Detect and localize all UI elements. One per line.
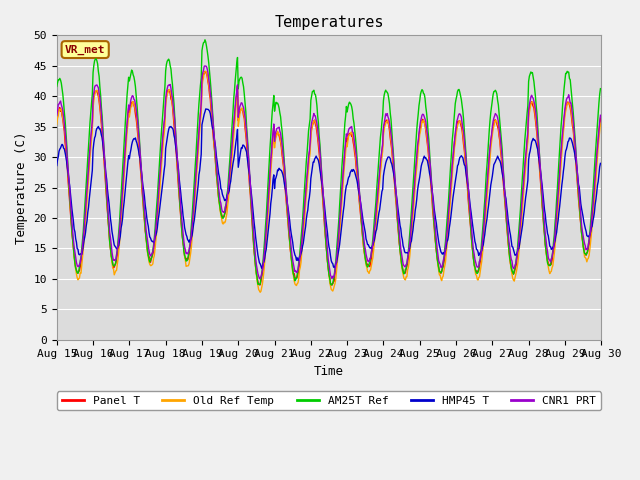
- CNR1 PRT: [201, 63, 209, 69]
- Title: Temperatures: Temperatures: [275, 15, 384, 30]
- HMP45 T: [396, 223, 404, 228]
- AM25T Ref: [119, 168, 127, 174]
- Panel T: [396, 247, 404, 252]
- AM25T Ref: [53, 84, 61, 89]
- Old Ref Temp: [204, 72, 211, 78]
- HMP45 T: [174, 161, 182, 167]
- Panel T: [204, 73, 211, 79]
- HMP45 T: [63, 158, 70, 164]
- Old Ref Temp: [412, 173, 420, 179]
- AM25T Ref: [328, 282, 335, 288]
- CNR1 PRT: [204, 66, 211, 72]
- HMP45 T: [412, 203, 420, 209]
- Old Ref Temp: [202, 69, 209, 74]
- HMP45 T: [202, 106, 209, 112]
- Old Ref Temp: [257, 289, 264, 295]
- X-axis label: Time: Time: [314, 365, 344, 378]
- CNR1 PRT: [596, 112, 604, 118]
- Panel T: [119, 187, 127, 192]
- Line: AM25T Ref: AM25T Ref: [57, 40, 600, 285]
- Panel T: [201, 69, 209, 74]
- Legend: Panel T, Old Ref Temp, AM25T Ref, HMP45 T, CNR1 PRT: Panel T, Old Ref Temp, AM25T Ref, HMP45 …: [57, 391, 601, 410]
- Panel T: [328, 282, 336, 288]
- Panel T: [63, 157, 70, 163]
- CNR1 PRT: [63, 145, 70, 151]
- Old Ref Temp: [174, 168, 182, 174]
- Y-axis label: Temperature (C): Temperature (C): [15, 132, 28, 244]
- AM25T Ref: [174, 165, 182, 170]
- HMP45 T: [204, 107, 211, 112]
- AM25T Ref: [412, 138, 420, 144]
- CNR1 PRT: [396, 239, 404, 244]
- Text: VR_met: VR_met: [65, 45, 106, 55]
- HMP45 T: [596, 160, 604, 166]
- Line: HMP45 T: HMP45 T: [57, 109, 600, 268]
- CNR1 PRT: [328, 276, 336, 282]
- Old Ref Temp: [53, 121, 61, 127]
- AM25T Ref: [204, 48, 211, 54]
- Line: Panel T: Panel T: [57, 72, 600, 285]
- AM25T Ref: [396, 248, 404, 253]
- CNR1 PRT: [174, 162, 182, 168]
- Old Ref Temp: [119, 198, 127, 204]
- Panel T: [412, 165, 420, 171]
- Line: CNR1 PRT: CNR1 PRT: [57, 66, 600, 279]
- Old Ref Temp: [396, 247, 404, 253]
- CNR1 PRT: [412, 162, 420, 168]
- Line: Old Ref Temp: Old Ref Temp: [57, 72, 600, 292]
- HMP45 T: [119, 216, 127, 221]
- AM25T Ref: [596, 86, 604, 92]
- Panel T: [596, 115, 604, 121]
- Old Ref Temp: [596, 120, 604, 126]
- Old Ref Temp: [63, 152, 70, 158]
- Panel T: [53, 115, 61, 120]
- AM25T Ref: [201, 37, 209, 43]
- Panel T: [174, 173, 182, 179]
- AM25T Ref: [63, 140, 70, 145]
- CNR1 PRT: [119, 186, 127, 192]
- HMP45 T: [258, 265, 266, 271]
- HMP45 T: [53, 163, 61, 168]
- CNR1 PRT: [53, 113, 61, 119]
